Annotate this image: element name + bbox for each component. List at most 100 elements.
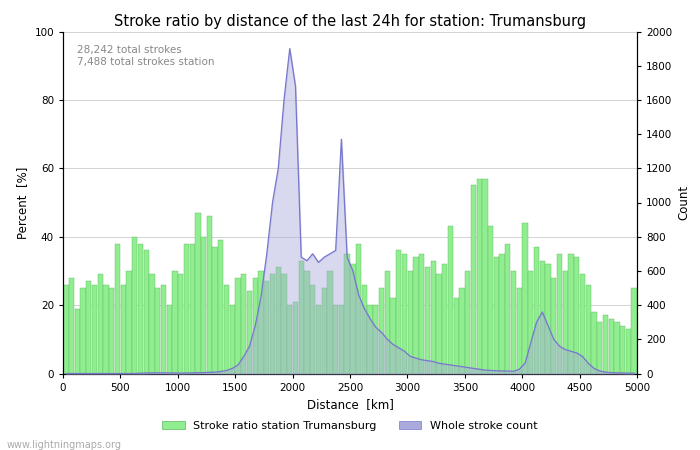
Bar [517, 288, 522, 374]
Bar [574, 257, 580, 374]
Bar [333, 305, 338, 374]
Bar [213, 247, 218, 374]
Bar [132, 237, 137, 374]
Bar [522, 223, 528, 374]
Bar [385, 271, 390, 374]
Bar [293, 302, 298, 373]
Bar [608, 319, 614, 373]
Bar [92, 284, 97, 373]
Bar [391, 298, 395, 374]
Bar [80, 288, 85, 374]
Bar [63, 284, 69, 373]
Title: Stroke ratio by distance of the last 24h for station: Trumansburg: Stroke ratio by distance of the last 24h… [114, 14, 586, 29]
Bar [540, 261, 545, 373]
Bar [264, 281, 270, 374]
Bar [615, 322, 620, 374]
Bar [144, 250, 149, 374]
Bar [339, 305, 344, 374]
Bar [281, 274, 286, 374]
Bar [161, 284, 166, 373]
Legend: Stroke ratio station Trumansburg, Whole stroke count: Stroke ratio station Trumansburg, Whole … [158, 417, 542, 436]
X-axis label: Distance  [km]: Distance [km] [307, 398, 393, 411]
Y-axis label: Count: Count [678, 185, 691, 220]
Bar [109, 288, 114, 374]
Bar [396, 250, 401, 374]
Bar [321, 288, 327, 374]
Bar [344, 254, 350, 374]
Bar [505, 243, 510, 374]
Bar [270, 274, 275, 374]
Bar [201, 237, 206, 374]
Bar [442, 264, 447, 374]
Bar [448, 226, 453, 374]
Bar [350, 264, 356, 374]
Bar [459, 288, 465, 374]
Bar [414, 257, 419, 374]
Bar [436, 274, 442, 374]
Bar [471, 185, 476, 374]
Y-axis label: Percent  [%]: Percent [%] [16, 166, 29, 238]
Bar [310, 284, 315, 373]
Bar [241, 274, 246, 374]
Bar [138, 243, 143, 374]
Bar [356, 243, 361, 374]
Bar [287, 305, 293, 374]
Bar [190, 243, 195, 374]
Bar [316, 305, 321, 374]
Bar [500, 254, 505, 374]
Bar [184, 243, 189, 374]
Text: www.lightningmaps.org: www.lightningmaps.org [7, 440, 122, 450]
Bar [557, 254, 562, 374]
Bar [373, 305, 379, 374]
Bar [115, 243, 120, 374]
Bar [545, 264, 551, 374]
Bar [465, 271, 470, 374]
Bar [494, 257, 499, 374]
Bar [304, 271, 309, 374]
Bar [482, 179, 487, 374]
Bar [75, 309, 80, 374]
Bar [224, 284, 229, 373]
Bar [626, 329, 631, 374]
Bar [568, 254, 573, 374]
Bar [534, 247, 539, 374]
Bar [563, 271, 568, 374]
Bar [253, 278, 258, 373]
Bar [206, 216, 212, 374]
Bar [454, 298, 458, 374]
Bar [477, 179, 482, 374]
Bar [127, 271, 132, 374]
Bar [362, 284, 367, 373]
Bar [402, 254, 407, 374]
Bar [98, 274, 103, 374]
Bar [195, 213, 200, 374]
Bar [631, 288, 637, 374]
Bar [178, 274, 183, 374]
Bar [586, 284, 591, 373]
Bar [276, 267, 281, 374]
Bar [86, 281, 92, 374]
Bar [580, 274, 585, 374]
Bar [368, 305, 372, 374]
Bar [167, 305, 172, 374]
Bar [511, 271, 516, 374]
Bar [603, 315, 608, 374]
Bar [328, 271, 332, 374]
Bar [120, 284, 126, 373]
Bar [620, 326, 625, 374]
Bar [155, 288, 160, 374]
Bar [425, 267, 430, 374]
Bar [528, 271, 533, 374]
Bar [592, 312, 596, 374]
Bar [430, 261, 436, 373]
Bar [230, 305, 235, 374]
Bar [551, 278, 556, 373]
Bar [299, 261, 304, 373]
Bar [69, 278, 74, 373]
Bar [218, 240, 223, 374]
Bar [379, 288, 384, 374]
Bar [235, 278, 241, 373]
Bar [419, 254, 424, 374]
Bar [597, 322, 602, 374]
Bar [172, 271, 178, 374]
